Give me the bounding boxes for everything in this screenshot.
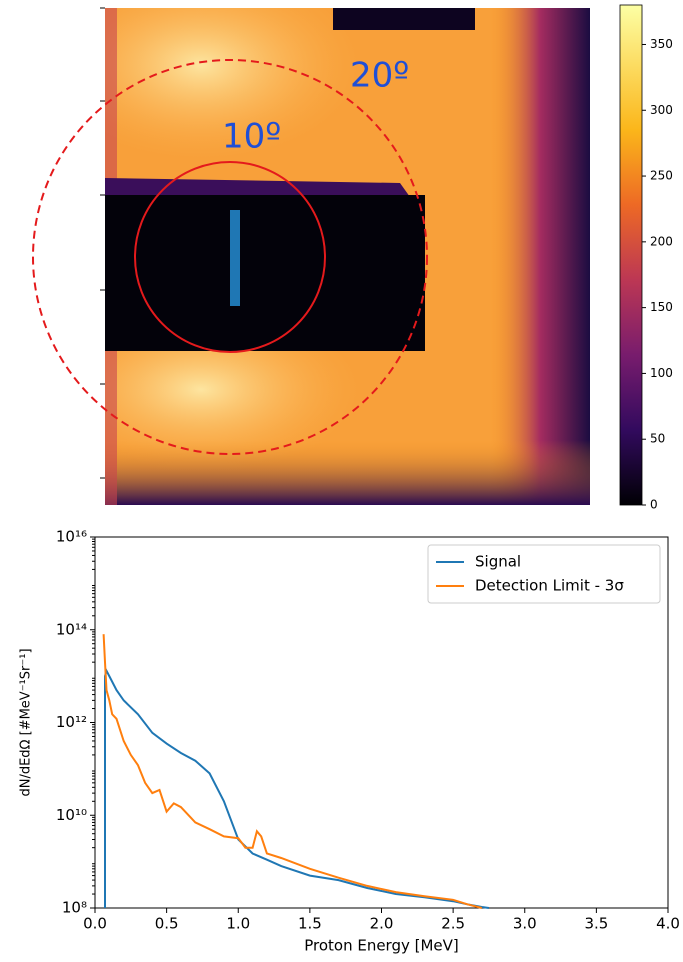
colorbar-axis: 0 50 100 150 200 250 300 350 (642, 37, 673, 512)
series-line (104, 668, 490, 909)
colorbar (619, 4, 643, 506)
x-tick-label: 1.5 (298, 915, 322, 933)
x-axis-label: Proton Energy [MeV] (304, 937, 459, 955)
y-tick-label: 10⁸ (62, 899, 87, 917)
colorbar-tick-label: 200 (650, 234, 673, 248)
colorbar-tick-label: 250 (650, 169, 673, 183)
y-tick-label: 10¹⁴ (56, 620, 87, 638)
annotation: 20º (350, 56, 409, 96)
x-tick-label: 0.5 (155, 915, 179, 933)
x-tick-label: 0.0 (83, 915, 107, 933)
legend-box (427, 544, 661, 604)
line-chart: 0.0 0.5 1.0 1.5 2.0 2.5 3.0 3.5 4.0 10⁸ 10¹⁰ 10¹² 10… (19, 528, 680, 955)
legend-label: Signal (475, 553, 521, 571)
x-tick-label: 3.0 (513, 915, 537, 933)
x-tick-label: 3.5 (584, 915, 608, 933)
y-tick-label: 10¹² (56, 713, 87, 731)
legend-label: Detection Limit - 3σ (475, 577, 624, 595)
colorbar-tick-label: 300 (650, 103, 673, 117)
y-axis-label: dN/dEdΩ [#MeV⁻¹Sr⁻¹] (19, 648, 34, 796)
colorbar-tick-label: 0 (650, 498, 658, 512)
heatmap-image (32, 7, 590, 505)
y-tick-label: 10¹⁶ (56, 528, 87, 546)
annotation: 10º (222, 117, 281, 157)
series-line (102, 634, 483, 909)
y-tick-label: 10¹⁰ (56, 806, 87, 824)
colorbar-tick-label: 50 (650, 432, 665, 446)
x-tick-label: 2.5 (441, 915, 465, 933)
colorbar-tick-label: 150 (650, 300, 673, 314)
colorbar-tick-label: 100 (650, 366, 673, 380)
x-tick-label: 2.0 (370, 915, 394, 933)
x-tick-label: 1.0 (226, 915, 250, 933)
colorbar-tick-label: 350 (650, 37, 673, 51)
x-tick-label: 4.0 (656, 915, 680, 933)
